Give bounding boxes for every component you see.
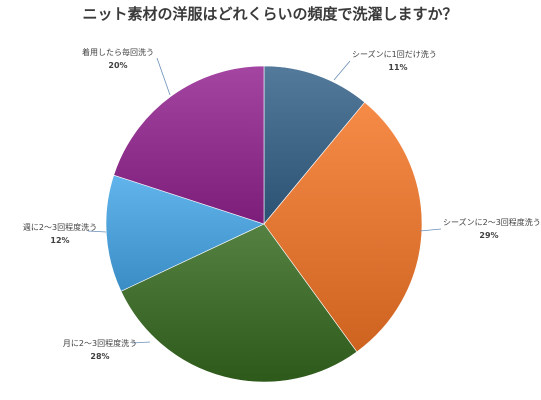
pie-slice-3 <box>120 223 358 383</box>
leader-line-4 <box>87 230 107 233</box>
leader-lines <box>87 57 442 344</box>
pie-slice-1 <box>263 65 366 225</box>
slice-percent-1: 11% <box>388 63 407 72</box>
leader-line-1 <box>333 60 351 81</box>
leader-line-3 <box>131 341 151 344</box>
pie-slice-2 <box>263 101 423 353</box>
slice-percent-5: 20% <box>108 61 127 70</box>
slice-percent-2: 29% <box>479 231 498 240</box>
pie-slices <box>105 65 423 383</box>
slice-percent-3: 28% <box>90 352 109 361</box>
leader-line-2 <box>419 228 442 232</box>
pie-slice-4 <box>105 174 265 292</box>
leader-line-5 <box>156 57 171 96</box>
slice-label-2: シーズンに2〜3回程度洗う <box>443 217 541 227</box>
slice-label-3: 月に2〜3回程度洗う <box>63 338 137 348</box>
chart-title: ニット素材の洋服はどれくらいの頻度で洗濯しますか？ <box>82 5 457 23</box>
pie-slice-5 <box>113 65 265 225</box>
slice-labels: シーズンに1回だけ洗う 11% シーズンに2〜3回程度洗う 29% 月に2〜3回程度洗う… <box>23 47 541 361</box>
slice-label-1: シーズンに1回だけ洗う <box>352 49 437 59</box>
slice-label-5: 着用したら毎回洗う <box>82 47 154 57</box>
slice-percent-4: 12% <box>50 236 69 245</box>
slice-label-4: 週に2〜3回程度洗う <box>23 222 97 232</box>
